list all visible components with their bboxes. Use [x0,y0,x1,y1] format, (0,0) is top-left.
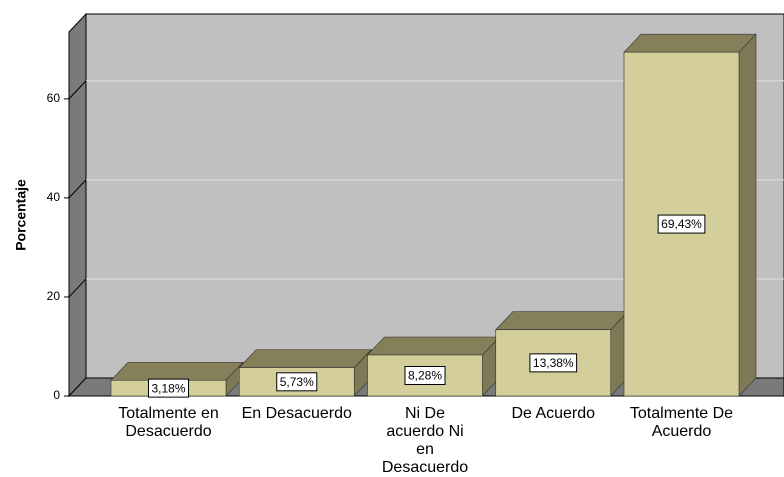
value-label: 3,18% [151,381,185,395]
bar-top [495,311,629,331]
bar-top [366,336,501,356]
y-axis-label: Porcentaje [13,179,29,251]
value-label: 13,38% [533,356,574,370]
value-label: 8,28% [408,369,442,383]
bar-top [238,349,372,368]
value-label-box [147,378,190,398]
x-tick-label: Totalmente en Desacuerdo [118,405,219,440]
bar-top [110,361,244,381]
value-label: 69,43% [661,217,702,231]
x-tick-label: De Acuerdo [511,405,596,422]
value-label: 5,73% [280,375,314,389]
bar-top [623,33,757,53]
y-tick-label: 60 [47,91,61,105]
grid-line [68,278,87,298]
value-label-box [404,365,446,385]
bar-side [738,33,757,397]
y-tick-label: 20 [47,289,61,303]
value-label-box [529,353,578,373]
x-tick-label: Ni De acuerdo Ni en Desacuerdo [381,405,469,476]
value-label-box [657,214,706,234]
x-tick-label: Totalmente De Acuerdo [629,405,734,440]
left-wall [68,12,87,398]
grid-line [68,80,87,100]
y-tick-label: 40 [47,190,61,204]
grid-line [68,179,87,199]
bars: 3,18% 5,73% 8,28% 13,38% 69,43% [110,33,757,398]
y-tick-label: 0 [53,388,60,402]
value-label-box [276,372,318,392]
x-tick-label: En Desacuerdo [241,405,352,422]
